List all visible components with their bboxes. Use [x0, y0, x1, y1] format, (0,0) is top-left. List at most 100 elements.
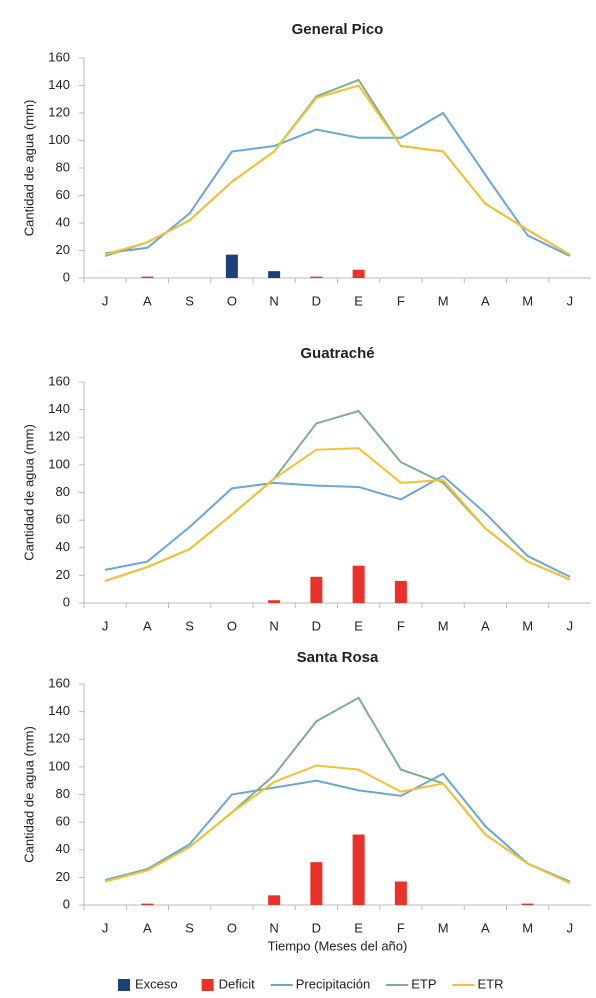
y-tick-label: 20 [56, 242, 70, 257]
bar [394, 881, 407, 905]
y-tick-label: 80 [56, 786, 70, 801]
chart-title: Santa Rosa [297, 649, 379, 666]
x-tick-label: S [185, 293, 194, 308]
x-tick-label: J [567, 618, 574, 633]
line-series [104, 772, 571, 883]
x-tick-label: M [438, 618, 449, 633]
y-tick-label: 140 [48, 703, 70, 718]
bar [521, 903, 534, 905]
x-tick-label: D [312, 293, 321, 308]
legend-label: ETP [411, 976, 436, 991]
x-tick-label: D [312, 618, 321, 633]
y-tick-label: 40 [56, 539, 70, 554]
legend-label: Deficit [219, 976, 256, 991]
y-tick-label: 60 [56, 814, 70, 829]
x-tick-label: E [354, 618, 363, 633]
y-tick-label: 0 [63, 594, 70, 609]
x-tick-label: F [397, 618, 405, 633]
y-axis-label: Cantidad de agua (mm) [21, 100, 36, 237]
x-tick-label: M [438, 293, 449, 308]
x-tick-label: J [567, 920, 574, 935]
line-series [104, 78, 571, 257]
x-axis-label: Tiempo (Meses del año) [268, 938, 408, 953]
x-tick-label: A [481, 920, 490, 935]
legend-label: ETR [478, 976, 504, 991]
legend-swatch [118, 979, 130, 991]
y-tick-label: 120 [48, 104, 70, 119]
bar [225, 254, 238, 278]
x-tick-label: J [102, 293, 109, 308]
x-tick-label: J [102, 618, 109, 633]
line-series [104, 764, 571, 884]
x-tick-label: N [269, 920, 278, 935]
y-tick-label: 40 [56, 214, 70, 229]
x-tick-label: A [481, 293, 490, 308]
x-tick-label: J [102, 920, 109, 935]
x-tick-label: A [481, 618, 490, 633]
y-tick-label: 100 [48, 758, 70, 773]
bar [394, 580, 407, 603]
x-tick-label: N [269, 293, 278, 308]
bar [268, 271, 281, 278]
y-axis-label: Cantidad de agua (mm) [21, 726, 36, 863]
x-tick-label: S [185, 920, 194, 935]
bar [352, 269, 365, 278]
bar [268, 895, 281, 905]
line-series [104, 474, 571, 578]
y-tick-label: 100 [48, 132, 70, 147]
x-tick-label: M [522, 293, 533, 308]
line-series [104, 447, 571, 582]
y-tick-label: 20 [56, 567, 70, 582]
x-tick-label: M [522, 920, 533, 935]
bar [352, 565, 365, 603]
x-tick-label: D [312, 920, 321, 935]
x-tick-label: M [438, 920, 449, 935]
y-tick-label: 100 [48, 456, 70, 471]
y-tick-label: 160 [48, 373, 70, 388]
x-tick-label: M [522, 618, 533, 633]
x-tick-label: J [567, 293, 574, 308]
y-tick-label: 80 [56, 159, 70, 174]
bar [141, 276, 154, 278]
x-tick-label: F [397, 293, 405, 308]
x-tick-label: E [354, 293, 363, 308]
y-tick-label: 20 [56, 869, 70, 884]
x-tick-label: N [269, 618, 278, 633]
chart-title: General Pico [292, 21, 384, 38]
x-tick-label: F [397, 920, 405, 935]
chart-title: Guatraché [300, 345, 374, 362]
x-tick-label: O [227, 293, 237, 308]
x-tick-label: A [143, 293, 152, 308]
y-tick-label: 40 [56, 841, 70, 856]
bar [310, 276, 323, 278]
x-tick-label: O [227, 920, 237, 935]
legend-swatch [201, 979, 214, 991]
y-tick-label: 140 [48, 401, 70, 416]
bar [310, 862, 323, 905]
line-series [104, 111, 571, 257]
line-series [104, 84, 571, 256]
y-tick-label: 120 [48, 429, 70, 444]
y-tick-label: 120 [48, 731, 70, 746]
y-axis-label: Cantidad de agua (mm) [21, 424, 36, 561]
y-tick-label: 160 [48, 675, 70, 690]
y-tick-label: 60 [56, 187, 70, 202]
bar [141, 903, 154, 905]
y-tick-label: 140 [48, 77, 70, 92]
y-tick-label: 60 [56, 512, 70, 527]
legend-label: Exceso [135, 976, 178, 991]
x-tick-label: A [143, 618, 152, 633]
x-tick-label: A [143, 920, 152, 935]
y-tick-label: 0 [63, 896, 70, 911]
bar [268, 600, 281, 603]
x-tick-label: S [185, 618, 194, 633]
bar [310, 576, 323, 603]
legend-label: Precipitación [296, 976, 370, 991]
y-tick-label: 0 [63, 269, 70, 284]
x-tick-label: E [354, 920, 363, 935]
x-tick-label: O [227, 618, 237, 633]
y-tick-label: 160 [48, 49, 70, 64]
bar [352, 834, 365, 905]
y-tick-label: 80 [56, 484, 70, 499]
